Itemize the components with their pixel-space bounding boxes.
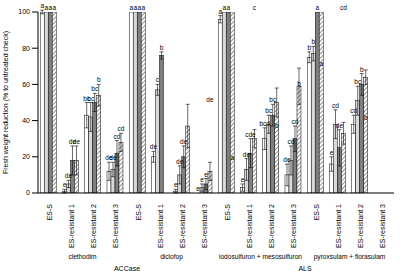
svg-text:c: c [253, 4, 257, 11]
svg-text:bc: bc [87, 95, 95, 102]
svg-text:a: a [44, 4, 48, 11]
svg-text:ES-resistant 3: ES-resistant 3 [112, 204, 119, 248]
svg-text:ES-resistant 2: ES-resistant 2 [179, 204, 186, 248]
svg-text:ACCase: ACCase [114, 265, 140, 271]
svg-text:bc: bc [354, 78, 362, 85]
svg-text:bc: bc [269, 96, 277, 103]
svg-text:b: b [311, 38, 315, 45]
svg-text:de: de [283, 156, 291, 163]
svg-text:ES-S: ES-S [135, 204, 142, 221]
svg-text:ES-resistant 1: ES-resistant 1 [246, 204, 253, 248]
svg-text:ES-resistant 2: ES-resistant 2 [90, 204, 97, 248]
svg-text:b: b [360, 66, 364, 73]
svg-text:Fresh weight reduction (% to u: Fresh weight reduction (% to untreated c… [8, 31, 10, 174]
svg-text:a: a [48, 4, 52, 11]
svg-text:b: b [297, 80, 301, 87]
svg-text:e: e [174, 181, 178, 188]
svg-text:ES-S: ES-S [224, 204, 231, 221]
svg-text:a: a [129, 4, 133, 11]
svg-text:e: e [241, 176, 245, 183]
svg-text:a: a [222, 4, 226, 11]
svg-text:e: e [63, 181, 67, 188]
svg-text:ES-resistant 2: ES-resistant 2 [357, 204, 364, 248]
svg-text:e: e [330, 149, 334, 156]
svg-text:c: c [156, 76, 160, 83]
svg-text:cd: cd [332, 102, 339, 109]
svg-text:ES-resistant 2: ES-resistant 2 [268, 204, 275, 248]
svg-text:de: de [180, 138, 188, 145]
svg-text:b: b [160, 44, 164, 51]
svg-text:b: b [275, 122, 279, 129]
svg-text:a: a [218, 7, 222, 15]
svg-text:cd: cd [114, 133, 121, 140]
svg-text:bcd: bcd [259, 120, 270, 127]
svg-text:cd: cd [340, 4, 347, 11]
svg-text:de: de [206, 96, 214, 103]
svg-text:ES-resistant 1: ES-resistant 1 [335, 204, 342, 248]
svg-text:bc: bc [265, 107, 273, 114]
svg-text:ES-resistant 3: ES-resistant 3 [201, 204, 208, 248]
svg-text:20: 20 [22, 153, 30, 160]
svg-text:0: 0 [26, 189, 30, 196]
svg-text:40: 40 [22, 117, 30, 124]
svg-text:de: de [243, 151, 251, 158]
svg-text:pyroxsulam + florasulam: pyroxsulam + florasulam [314, 253, 386, 261]
svg-text:e: e [204, 171, 208, 178]
svg-text:ES-S: ES-S [46, 204, 53, 221]
svg-text:80: 80 [22, 45, 30, 52]
svg-text:ES-resistant 1: ES-resistant 1 [157, 204, 164, 248]
svg-text:cd: cd [292, 118, 299, 125]
svg-text:ES-resistant 1: ES-resistant 1 [68, 204, 75, 248]
svg-text:diclofop: diclofop [160, 253, 183, 261]
svg-text:a: a [315, 4, 319, 11]
svg-text:iodosulfuron + mesosulfuron: iodosulfuron + mesosulfuron [219, 253, 302, 260]
svg-text:de: de [336, 122, 344, 129]
svg-text:cd: cd [118, 125, 125, 132]
svg-text:a: a [226, 4, 230, 11]
svg-text:ES-S: ES-S [313, 204, 320, 221]
svg-text:b: b [307, 43, 311, 51]
svg-text:a: a [319, 60, 323, 67]
svg-text:e: e [196, 185, 200, 192]
svg-text:de: de [150, 143, 158, 150]
svg-text:de: de [65, 172, 73, 179]
svg-text:cd: cd [288, 138, 295, 145]
svg-text:a: a [137, 4, 141, 11]
svg-text:cd: cd [350, 107, 357, 114]
svg-text:e: e [200, 175, 204, 183]
svg-text:de: de [109, 154, 117, 161]
svg-text:a: a [40, 2, 44, 10]
svg-text:a: a [230, 154, 234, 161]
svg-text:b: b [97, 76, 101, 83]
svg-text:b: b [364, 114, 368, 121]
svg-text:ES-resistant 3: ES-resistant 3 [379, 204, 386, 248]
svg-text:de: de [73, 138, 81, 145]
svg-text:clethodim: clethodim [68, 253, 97, 260]
svg-text:a: a [133, 4, 137, 11]
svg-text:100: 100 [18, 8, 30, 15]
svg-text:a: a [52, 4, 56, 11]
svg-text:ALS: ALS [298, 265, 312, 271]
svg-text:a: a [141, 4, 145, 11]
svg-text:bc: bc [91, 85, 99, 92]
svg-text:60: 60 [22, 81, 30, 88]
svg-text:cde: cde [245, 131, 256, 138]
svg-text:ES-resistant 3: ES-resistant 3 [290, 204, 297, 248]
svg-text:de: de [176, 158, 184, 165]
